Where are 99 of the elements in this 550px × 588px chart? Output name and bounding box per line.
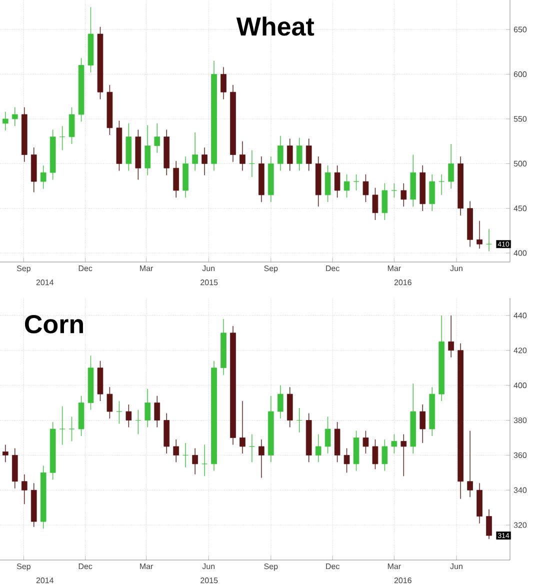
x-tick-label: Sep [264,564,278,571]
candlestick [296,408,302,433]
text: 2014 [36,280,54,286]
candlestick [448,144,454,190]
candlestick [306,138,312,172]
candlestick [135,409,142,435]
y-tick-label: 600 [514,71,527,78]
candlestick [382,182,388,220]
x-tick-label: Jun [202,564,215,570]
x-tick-label: Mar [140,564,154,570]
candlestick [202,444,208,477]
candlestick [192,448,198,475]
candlestick [126,404,132,428]
candlestick [420,404,426,444]
candlestick [296,137,302,172]
candlestick [476,220,482,249]
text: 2016 [394,578,412,584]
text: 2014 [36,578,54,584]
y-tick-label: 400 [514,382,527,388]
x-tick-label: Mar [388,266,401,272]
x-tick-label: Mar [140,266,154,272]
candlestick [182,442,188,468]
candlestick [154,395,160,428]
candlestick [249,434,255,463]
candlestick [258,439,264,478]
candlestick [12,106,18,126]
y-tick-label: 420 [514,348,527,354]
candlestick [40,165,46,190]
candlestick [344,174,350,198]
candlestick [21,474,28,504]
candlestick [220,66,226,100]
candlestick [240,140,246,172]
text: 2016 [394,280,412,286]
candlestick [362,174,369,202]
text: Corn [24,314,83,334]
y-tick-label: 320 [514,522,527,528]
candlestick [154,123,160,154]
candlestick [68,106,75,144]
candlestick [106,386,113,419]
candlestick [344,448,350,474]
candlestick [173,160,180,198]
y-tick-label: 550 [514,116,527,122]
x-tick-label: Sep [16,266,30,273]
x-tick-label: Jun [450,266,462,272]
x-tick-label: Dec [326,564,340,570]
candlestick [467,430,473,498]
y-tick-label: 500 [514,160,527,166]
candlestick [486,228,492,252]
y-tick-label: 340 [514,487,527,493]
x-tick-label: Jun [202,266,215,272]
text: Wheat [236,16,314,36]
candlestick [429,174,436,212]
candlestick [324,165,331,202]
candlestick [240,400,246,454]
candlestick [391,182,398,198]
x-tick-label: Mar [388,564,401,570]
x-tick-label: Dec [326,266,340,272]
candlestick [372,439,378,470]
candlestick [277,384,284,419]
candlestick [249,150,255,178]
x-tick-label: Dec [78,564,92,570]
text: 2015 [200,280,218,286]
x-tick-label: Sep [16,564,30,571]
candlestick [59,406,66,446]
y-tick-label: 440 [514,312,527,318]
candlestick [372,187,378,220]
candlestick [144,124,151,176]
candlestick [173,439,180,463]
candlestick [400,182,407,207]
candlestick [2,111,8,131]
candlestick [438,174,445,196]
candlestick [68,416,75,442]
y-tick-label: 360 [514,452,527,458]
candlestick [448,315,454,358]
candlestick [353,174,360,191]
text: 2015 [200,578,218,584]
candlestick [286,138,293,172]
candlestick [315,434,322,463]
candlestick [382,439,388,472]
candlestick [144,388,151,428]
candlestick [391,434,398,454]
x-tick-label: Jun [450,564,462,570]
candlestick [192,132,198,172]
candlestick [2,444,8,463]
x-tick-label: Dec [78,266,92,272]
candlestick [202,147,208,176]
candlestick [277,136,284,172]
y-tick-label: 380 [514,417,527,424]
candlestick [324,416,331,454]
candlestick [59,126,66,151]
candlestick [486,509,492,540]
y-tick-label: 650 [514,26,527,32]
candlestick [400,434,407,477]
candlestick [362,430,369,454]
candlestick [334,165,340,198]
y-tick-label: 400 [514,250,527,256]
y-tick-label: 450 [514,206,527,212]
x-tick-label: Sep [264,266,278,273]
candlestick [116,400,122,424]
